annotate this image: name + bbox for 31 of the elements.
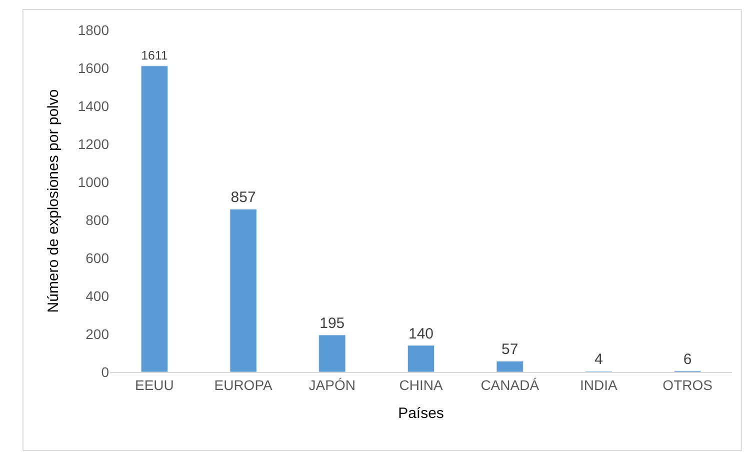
x-tick-label: EUROPA (214, 376, 273, 393)
y-tick-label: 200 (86, 326, 110, 342)
y-tick-label: 1600 (78, 60, 110, 76)
y-tick-label: 1800 (78, 22, 110, 38)
data-label: 57 (502, 341, 518, 358)
y-tick-label: 400 (86, 288, 110, 304)
data-label: 4 (594, 351, 603, 368)
x-axis-title: Países (398, 404, 444, 422)
y-axis-title: Número de explosiones por polvo (45, 89, 62, 313)
y-tick-label: 1000 (78, 174, 110, 190)
x-tick-label: JAPÓN (308, 376, 356, 393)
data-label: 140 (408, 325, 434, 342)
bar (140, 66, 168, 372)
x-tick-label: INDIA (580, 376, 618, 393)
y-tick-label: 600 (86, 250, 110, 266)
y-tick-label: 0 (101, 364, 110, 380)
x-tick-label: CHINA (399, 376, 444, 393)
data-label: 6 (683, 350, 692, 368)
x-tick-label: CANADÁ (480, 376, 540, 393)
data-label: 1611 (141, 48, 168, 63)
y-tick-label: 800 (86, 212, 110, 228)
bar (496, 360, 524, 372)
bar (318, 334, 346, 372)
y-tick-label: 1400 (78, 98, 110, 114)
x-tick-label: OTROS (662, 376, 712, 393)
bar (407, 345, 435, 372)
data-label: 195 (320, 314, 345, 332)
y-tick-label: 1200 (78, 136, 110, 152)
data-label: 857 (230, 189, 256, 206)
bar (230, 208, 257, 372)
x-tick-label: EEUU (134, 376, 174, 393)
